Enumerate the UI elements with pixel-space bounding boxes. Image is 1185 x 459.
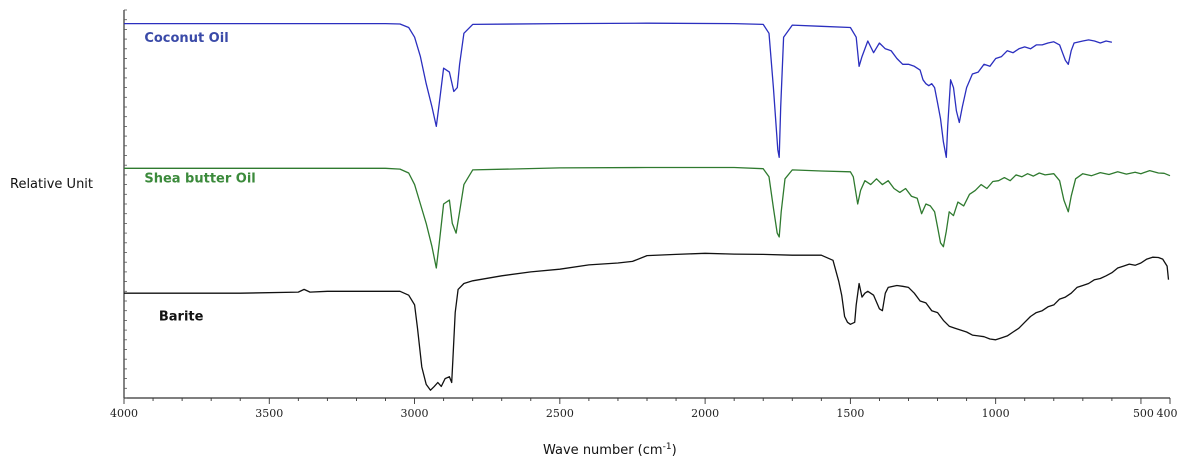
- x-axis-label-close: ): [672, 443, 677, 458]
- series-label-coconut-oil: Coconut Oil: [144, 31, 228, 46]
- x-tick-label: 1000: [982, 407, 1010, 420]
- x-tick-label: 2500: [546, 407, 574, 420]
- x-tick-label: 4000: [110, 407, 138, 420]
- x-tick-label: 2000: [691, 407, 719, 420]
- chart-axes: [123, 9, 1170, 399]
- series-line-coconut-oil: [124, 22, 1113, 159]
- x-tick-label: 3500: [255, 407, 283, 420]
- x-tick-label: 400: [1157, 407, 1178, 420]
- x-axis-ticks: 4000 3500 3000 2500 2000 1500 1000 500 400: [110, 398, 1178, 420]
- series-labels: Coconut Oil Shea butter Oil Barite: [144, 31, 255, 324]
- series-line-shea-butter-oil: [124, 166, 1171, 269]
- x-axis-label: Wave number (cm-1): [543, 442, 677, 458]
- x-tick-label: 1500: [836, 407, 864, 420]
- chart-series-lines: [124, 22, 1171, 391]
- series-line-barite: [124, 252, 1170, 391]
- y-axis-label: Relative Unit: [10, 177, 93, 192]
- x-tick-label: 500: [1133, 407, 1154, 420]
- series-label-shea-butter-oil: Shea butter Oil: [144, 172, 255, 187]
- x-axis-label-superscript: -1: [663, 442, 672, 452]
- series-label-barite: Barite: [159, 309, 204, 324]
- x-tick-label: 3000: [401, 407, 429, 420]
- x-axis-label-main: Wave number (cm: [543, 443, 663, 458]
